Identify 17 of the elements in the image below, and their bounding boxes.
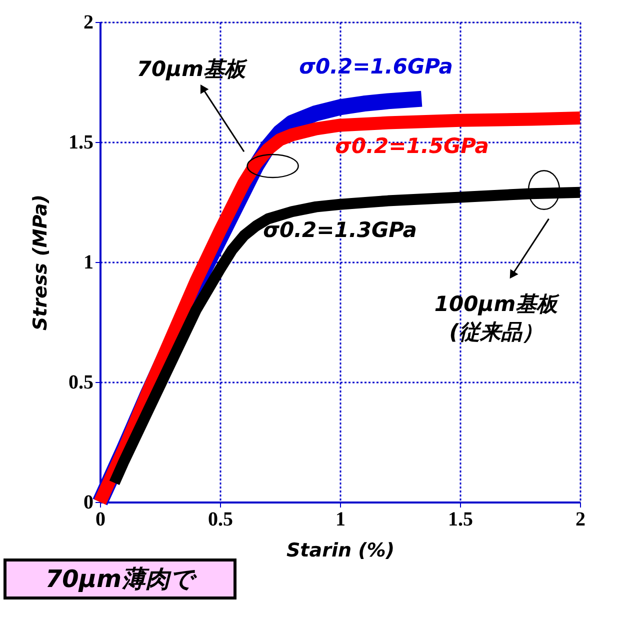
y-tick-label: 1.5 <box>68 132 94 154</box>
series-label: σ0.2=1.6GPa <box>299 54 453 79</box>
y-axis-title: Stress (MPa) <box>30 194 52 331</box>
series-label: σ0.2=1.5GPa <box>335 134 489 158</box>
x-tick-label: 1 <box>336 508 346 530</box>
y-tick-label: 2 <box>84 12 94 34</box>
series-label: σ0.2=1.3GPa <box>263 218 417 242</box>
y-tick-label: 0.5 <box>68 372 94 394</box>
annotation: 70μm基板 <box>136 57 248 81</box>
x-axis-title: Starin (%) <box>286 540 395 562</box>
x-tick-label: 1.5 <box>448 508 473 530</box>
y-tick-label: 1 <box>84 252 94 274</box>
annotation: 100μm基板 (従来品） <box>434 292 560 344</box>
x-tick-label: 0.5 <box>208 508 233 530</box>
x-tick-label: 2 <box>576 508 586 530</box>
y-tick-label: 0 <box>84 492 94 514</box>
text: 70μm薄肉で <box>45 565 198 593</box>
